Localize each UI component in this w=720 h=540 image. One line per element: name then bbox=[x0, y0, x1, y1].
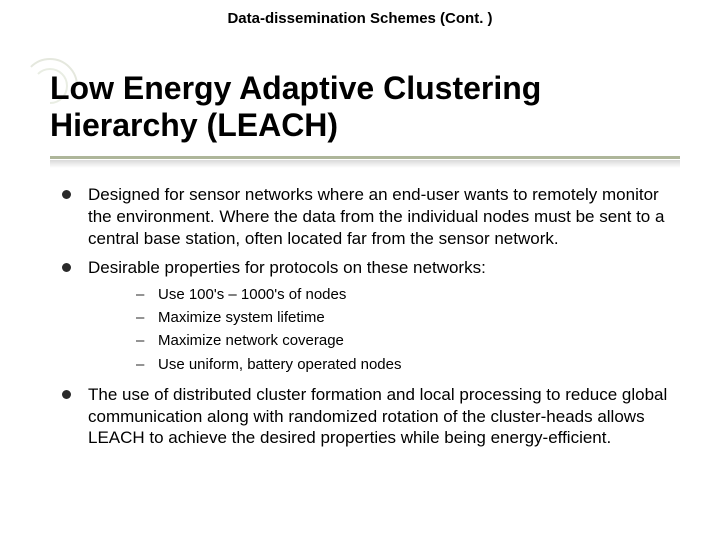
bullet-text: The use of distributed cluster formation… bbox=[88, 385, 667, 448]
sub-bullet-text: Maximize system lifetime bbox=[158, 309, 325, 326]
sub-bullet-list: Use 100's – 1000's of nodes Maximize sys… bbox=[88, 285, 672, 374]
sub-bullet-item: Use uniform, battery operated nodes bbox=[136, 355, 672, 374]
title-divider bbox=[50, 156, 680, 159]
sub-bullet-text: Use uniform, battery operated nodes bbox=[158, 356, 401, 373]
title-divider-shadow bbox=[50, 160, 680, 168]
sub-bullet-text: Maximize network coverage bbox=[158, 332, 344, 349]
bullet-item: The use of distributed cluster formation… bbox=[58, 384, 672, 449]
sub-bullet-item: Maximize network coverage bbox=[136, 331, 672, 350]
slide-body: Designed for sensor networks where an en… bbox=[58, 184, 672, 457]
slide-title: Low Energy Adaptive Clustering Hierarchy… bbox=[50, 70, 680, 144]
main-bullet-list: Designed for sensor networks where an en… bbox=[58, 184, 672, 449]
sub-bullet-item: Maximize system lifetime bbox=[136, 308, 672, 327]
sub-bullet-item: Use 100's – 1000's of nodes bbox=[136, 285, 672, 304]
slide-header: Data-dissemination Schemes (Cont. ) bbox=[0, 10, 720, 27]
bullet-text: Desirable properties for protocols on th… bbox=[88, 258, 486, 277]
slide: Data-dissemination Schemes (Cont. ) Low … bbox=[0, 0, 720, 540]
sub-bullet-text: Use 100's – 1000's of nodes bbox=[158, 286, 346, 303]
bullet-text: Designed for sensor networks where an en… bbox=[88, 185, 664, 248]
bullet-item: Designed for sensor networks where an en… bbox=[58, 184, 672, 249]
bullet-item: Desirable properties for protocols on th… bbox=[58, 257, 672, 374]
